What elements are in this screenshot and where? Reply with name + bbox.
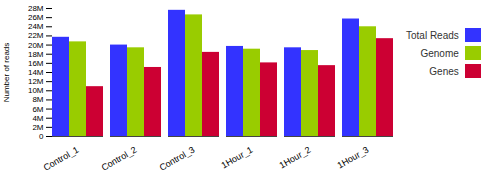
svg-text:Number of reads: Number of reads [2, 43, 11, 103]
svg-text:1Hour_1: 1Hour_1 [220, 145, 255, 171]
svg-text:0: 0 [39, 132, 44, 141]
svg-text:1Hour_2: 1Hour_2 [278, 145, 313, 171]
svg-text:8M: 8M [32, 95, 43, 104]
svg-text:28M: 28M [28, 4, 44, 13]
svg-text:12M: 12M [28, 77, 44, 86]
svg-text:20M: 20M [28, 41, 44, 50]
svg-text:26M: 26M [28, 13, 44, 22]
svg-text:22M: 22M [28, 31, 44, 40]
svg-text:6M: 6M [32, 105, 43, 114]
svg-text:24M: 24M [28, 22, 44, 31]
svg-text:1Hour_3: 1Hour_3 [336, 145, 371, 171]
svg-text:14M: 14M [28, 68, 44, 77]
html-text:Genes: Genes [429, 65, 459, 77]
svg-text:Control_1: Control_1 [42, 145, 81, 173]
svg-text:10M: 10M [28, 86, 44, 95]
svg-text:Control_3: Control_3 [158, 145, 197, 173]
html-text:Total Reads: Total Reads [406, 29, 459, 41]
svg-text:2M: 2M [32, 123, 43, 132]
html-text:Genome: Genome [420, 47, 459, 59]
svg-text:18M: 18M [28, 50, 44, 59]
svg-text:16M: 16M [28, 59, 44, 68]
svg-text:Control_2: Control_2 [100, 145, 139, 173]
svg-text:4M: 4M [32, 114, 43, 123]
